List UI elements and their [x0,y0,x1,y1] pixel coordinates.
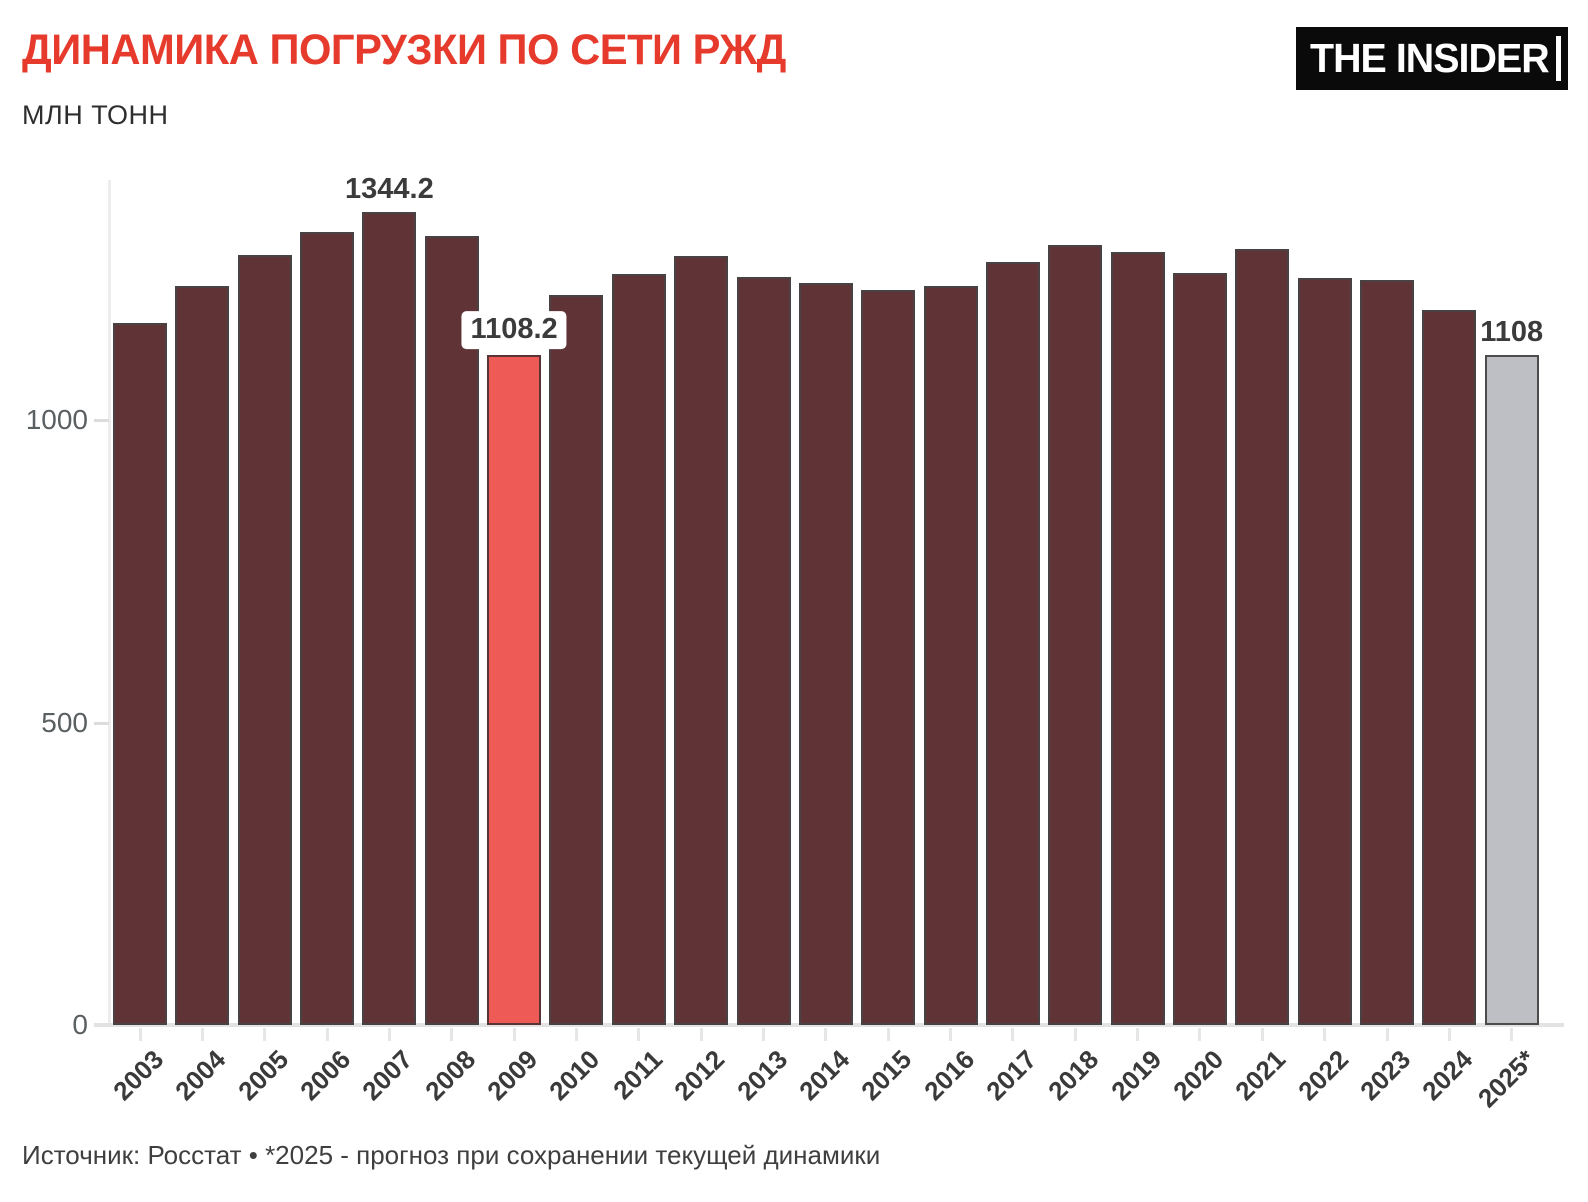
bar-2015 [861,290,916,1025]
bar-2003 [113,323,167,1025]
bar-2023 [1360,280,1414,1025]
y-tick-mark-1000 [94,419,109,422]
value-label-2025*: 1108 [1480,316,1544,349]
x-tick-mark-2018 [1073,1028,1077,1041]
page-title: ДИНАМИКА ПОГРУЗКИ ПО СЕТИ РЖД [22,26,786,74]
the-insider-logo: THE INSIDER [1296,27,1568,90]
x-tick-mark-2012 [699,1028,703,1041]
x-tick-mark-2008 [450,1028,454,1041]
x-axis-baseline [94,1023,1564,1027]
x-tick-mark-2005 [263,1028,267,1041]
bar-2013 [736,277,791,1025]
x-tick-mark-2015 [886,1028,890,1041]
x-tick-mark-2004 [200,1028,204,1041]
x-tick-mark-2016 [949,1028,953,1041]
y-tick-mark-500 [94,721,109,725]
bar-2025* [1484,355,1539,1025]
y-axis-units-label: МЛН ТОНН [22,100,169,130]
x-tick-mark-2025* [1510,1028,1514,1041]
bar-2004 [175,286,230,1025]
x-tick-mark-2006 [325,1028,329,1041]
bar-2014 [798,283,853,1025]
x-tick-mark-2021 [1260,1028,1264,1041]
x-tick-mark-2011 [637,1028,641,1041]
x-tick-mark-2014 [824,1028,828,1041]
x-tick-mark-2019 [1136,1028,1140,1041]
source-note: Источник: Росстат • *2025 - прогноз при … [22,1140,881,1170]
x-tick-mark-2009 [512,1028,516,1041]
bar-2007 [362,212,417,1025]
x-tick-mark-2003 [138,1028,142,1041]
y-tick-label-500: 500 [41,706,88,738]
bar-2018 [1048,245,1103,1025]
x-tick-mark-2010 [574,1028,578,1041]
y-tick-label-1000: 1000 [25,404,88,435]
y-axis-line [108,180,111,1025]
bar-2020 [1172,273,1227,1025]
bar-2021 [1235,249,1290,1025]
bar-2008 [424,236,479,1025]
bar-2011 [611,274,666,1025]
bar-2024 [1422,310,1477,1025]
bar-2006 [300,232,355,1025]
x-tick-mark-2024 [1447,1028,1451,1041]
x-tick-mark-2022 [1323,1028,1327,1041]
bar-2022 [1297,278,1352,1025]
x-tick-mark-2020 [1198,1028,1202,1041]
y-tick-label-0: 0 [72,1009,88,1040]
logo-cursor-mark [1556,36,1561,81]
value-label-2007: 1344.2 [345,173,434,206]
x-tick-mark-2017 [1011,1028,1015,1041]
bar-2010 [549,295,604,1025]
x-tick-mark-2013 [762,1028,765,1041]
bar-2005 [237,255,292,1025]
value-label-2009: 1108.2 [461,311,567,349]
bar-2017 [985,262,1040,1025]
bar-2016 [923,286,978,1025]
bar-2009 [487,355,542,1025]
x-tick-mark-2023 [1385,1028,1389,1041]
logo-wordmark: THE INSIDER [1310,35,1550,81]
x-tick-mark-2007 [387,1028,391,1041]
bar-2012 [674,256,729,1025]
bar-2019 [1110,252,1165,1025]
